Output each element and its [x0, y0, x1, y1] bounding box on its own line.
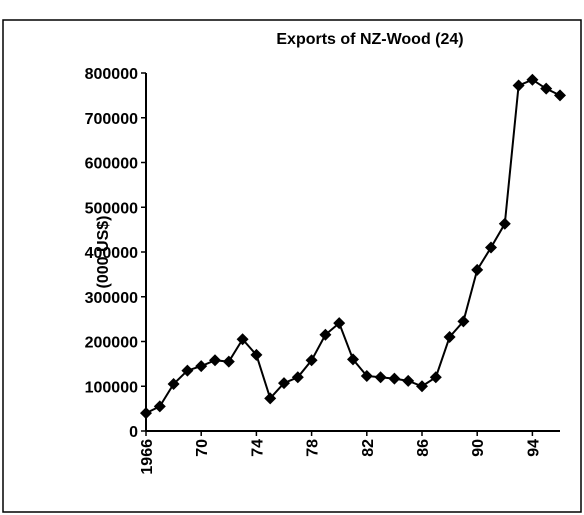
- y-tick-label: 500000: [85, 200, 138, 217]
- marker: [278, 377, 290, 390]
- marker: [333, 317, 346, 330]
- y-tick-label: 0: [129, 424, 138, 441]
- marker: [416, 380, 428, 393]
- y-tick-label: 800000: [85, 66, 138, 83]
- x-tick-label: 94: [525, 439, 542, 457]
- y-tick-label: 600000: [85, 156, 138, 173]
- marker: [388, 372, 401, 385]
- marker: [222, 355, 235, 368]
- y-tick-label: 700000: [85, 111, 138, 128]
- marker: [457, 315, 470, 328]
- x-tick-label: 70: [194, 439, 211, 457]
- y-tick-label: 400000: [85, 245, 138, 262]
- marker: [319, 328, 332, 341]
- x-tick-label: 86: [415, 439, 432, 457]
- marker: [554, 89, 566, 102]
- marker: [209, 354, 221, 367]
- marker: [195, 360, 208, 373]
- x-tick-label: 78: [305, 439, 322, 457]
- marker: [540, 82, 553, 95]
- chart-title: Exports of NZ-Wood (24): [276, 31, 463, 48]
- marker: [291, 371, 304, 384]
- marker: [512, 79, 525, 92]
- y-tick-label: 300000: [85, 290, 138, 307]
- x-tick-label: 82: [360, 439, 377, 457]
- marker: [250, 348, 263, 361]
- marker: [347, 353, 359, 366]
- marker: [402, 374, 415, 387]
- marker: [485, 241, 497, 254]
- x-tick-label: 74: [249, 439, 266, 457]
- marker: [264, 392, 277, 405]
- marker: [498, 217, 511, 230]
- marker: [140, 407, 152, 420]
- marker: [443, 331, 456, 344]
- chart-frame: [2, 19, 582, 513]
- marker: [236, 333, 249, 346]
- marker: [429, 371, 442, 384]
- x-tick-label: 1966: [139, 439, 156, 475]
- y-tick-label: 100000: [85, 379, 138, 396]
- marker: [167, 378, 180, 391]
- marker: [374, 371, 387, 384]
- y-axis-label: (000 US$): [95, 216, 112, 289]
- x-tick-label: 90: [470, 439, 487, 457]
- marker: [181, 364, 194, 377]
- marker: [360, 369, 373, 382]
- marker: [471, 263, 484, 276]
- y-tick-label: 200000: [85, 335, 138, 352]
- marker: [305, 354, 318, 367]
- marker: [153, 400, 166, 413]
- marker: [526, 73, 539, 86]
